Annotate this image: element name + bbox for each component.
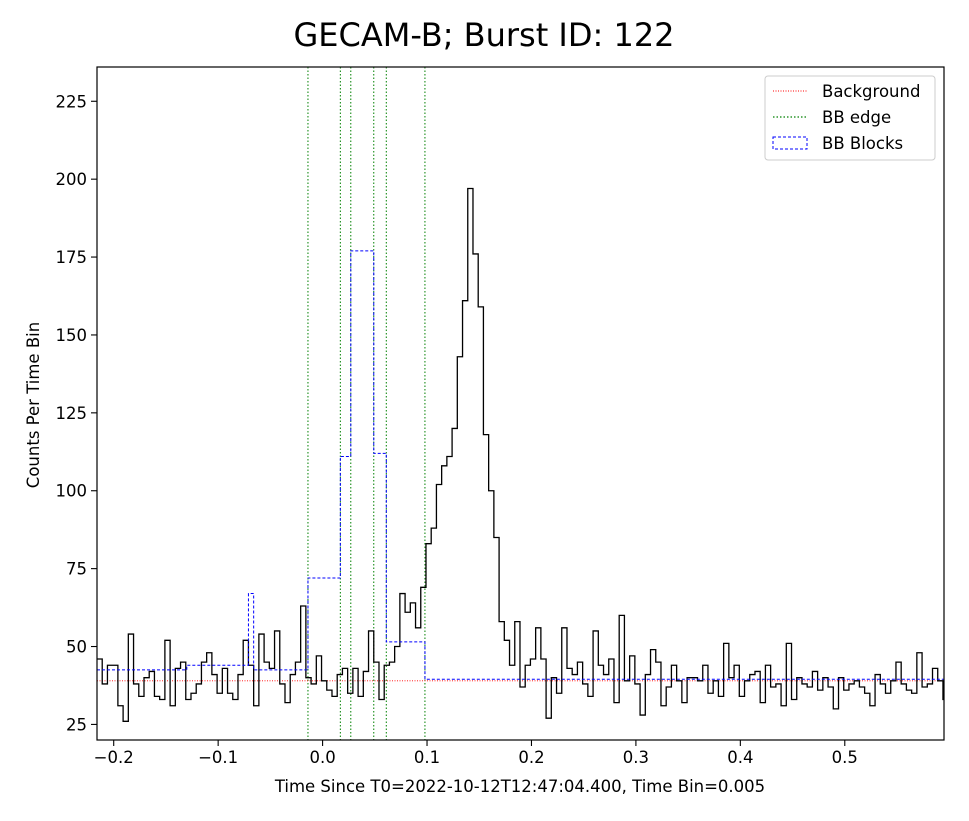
y-axis: 25 50 75 100 125 150 175 200 225: [56, 92, 97, 734]
y-tick-label: 50: [66, 638, 87, 657]
chart-title: GECAM-B; Burst ID: 122: [293, 16, 674, 54]
y-tick-label: 100: [56, 482, 88, 501]
x-tick-label: −0.1: [198, 748, 238, 767]
plot-area: [96, 66, 945, 741]
x-tick-label: 0.3: [623, 748, 649, 767]
x-axis: −0.2 −0.1 0.0 0.1 0.2 0.3 0.4 0.5: [94, 740, 858, 767]
x-tick-label: 0.0: [309, 748, 335, 767]
y-tick-label: 225: [56, 92, 88, 111]
legend-entry-label: BB edge: [822, 108, 891, 127]
x-tick-label: 0.5: [832, 748, 858, 767]
y-tick-label: 25: [66, 715, 87, 734]
x-tick-label: 0.1: [414, 748, 440, 767]
x-tick-label: −0.2: [94, 748, 134, 767]
plot-frame: [96, 66, 945, 741]
legend: Background BB edge BB Blocks: [764, 75, 936, 161]
x-tick-label: 0.2: [518, 748, 544, 767]
y-tick-label: 150: [56, 326, 88, 345]
y-tick-label: 200: [56, 170, 88, 189]
y-tick-label: 125: [56, 404, 88, 423]
legend-entry-label: BB Blocks: [822, 134, 903, 153]
legend-entry-label: Background: [822, 82, 920, 101]
x-axis-label: Time Since T0=2022-10-12T12:47:04.400, T…: [274, 777, 765, 796]
y-axis-label: Counts Per Time Bin: [24, 322, 43, 488]
y-tick-label: 75: [66, 560, 87, 579]
bb-blocks-line: [97, 250, 944, 680]
counts-histogram: [97, 187, 944, 722]
y-tick-label: 175: [56, 248, 88, 267]
legend-bb-blocks-swatch: [772, 136, 808, 150]
x-tick-label: 0.4: [727, 748, 753, 767]
